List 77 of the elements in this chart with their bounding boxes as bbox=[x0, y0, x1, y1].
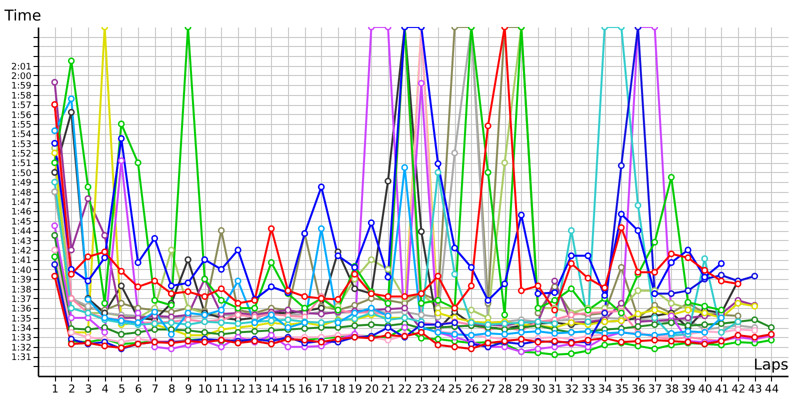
x-tick-label: 7 bbox=[152, 382, 159, 396]
x-tick-label: 23 bbox=[414, 382, 429, 396]
y-tick-label: 1:51 bbox=[11, 159, 32, 170]
y-tick-label: 1:36 bbox=[11, 304, 32, 315]
x-tick-label: 20 bbox=[364, 382, 379, 396]
x-tick-label: 21 bbox=[382, 382, 396, 396]
x-tick-label: 31 bbox=[548, 382, 562, 396]
x-tick-label: 32 bbox=[564, 382, 579, 396]
x-tick-label: 16 bbox=[298, 382, 312, 396]
y-tick-label: 1:34 bbox=[11, 324, 32, 334]
y-tick-label: 1:33 bbox=[11, 334, 32, 344]
x-tick-label: 42 bbox=[732, 382, 746, 396]
y-tick-label: 1:40 bbox=[11, 266, 32, 276]
y-tick-label: 1:45 bbox=[11, 217, 32, 228]
y-tick-label: 1:56 bbox=[11, 110, 32, 121]
x-tick-label: 4 bbox=[102, 382, 109, 396]
y-tick-label: 1:52 bbox=[11, 150, 32, 160]
x-tick-label: 2 bbox=[68, 382, 76, 396]
x-tick-label: 15 bbox=[282, 382, 296, 396]
x-tick-label: 43 bbox=[748, 382, 762, 396]
y-tick-label: 1:58 bbox=[11, 91, 32, 102]
y-tick-label: 1:53 bbox=[11, 140, 32, 150]
y-tick-label: 1:35 bbox=[11, 314, 32, 324]
x-tick-label: 28 bbox=[498, 382, 512, 396]
y-axis-title: Time bbox=[4, 6, 42, 24]
x-tick-label: 19 bbox=[348, 382, 362, 396]
x-tick-label: 18 bbox=[332, 382, 346, 396]
x-tick-label: 36 bbox=[632, 382, 646, 396]
y-tick-label: 1:47 bbox=[11, 198, 32, 208]
x-tick-label: 12 bbox=[232, 382, 246, 396]
y-tick-label: 1:41 bbox=[11, 256, 32, 266]
x-tick-label: 3 bbox=[85, 382, 92, 396]
x-tick-label: 40 bbox=[698, 382, 712, 396]
x-tick-label: 9 bbox=[185, 382, 192, 396]
x-tick-label: 33 bbox=[582, 382, 596, 396]
y-tick-label: 2:00 bbox=[11, 72, 32, 82]
x-tick-label: 11 bbox=[214, 382, 229, 396]
x-tick-label: 13 bbox=[248, 382, 262, 396]
x-tick-label: 35 bbox=[614, 382, 629, 396]
x-tick-label: 34 bbox=[598, 382, 612, 396]
y-tick-label: 1:46 bbox=[11, 208, 32, 218]
x-tick-label: 27 bbox=[482, 382, 496, 396]
x-tick-label: 26 bbox=[464, 382, 479, 396]
x-tick-label: 38 bbox=[664, 382, 679, 396]
x-tick-label: 37 bbox=[648, 382, 662, 396]
x-tick-label: 1 bbox=[52, 382, 59, 396]
x-tick-label: 44 bbox=[764, 382, 779, 396]
y-tick-label: 1:44 bbox=[11, 227, 32, 238]
y-tick-label: 1:57 bbox=[11, 101, 32, 112]
x-axis-title: Laps bbox=[754, 356, 789, 374]
y-tick-label: 1:48 bbox=[11, 188, 32, 198]
x-tick-label: 10 bbox=[198, 382, 212, 396]
y-tick-label: 1:54 bbox=[11, 130, 32, 140]
y-tick-label: 1:42 bbox=[11, 246, 32, 256]
y-tick-label: 2:01 bbox=[11, 62, 32, 72]
y-tick-label: 1:31 bbox=[11, 353, 32, 364]
x-tick-label: 29 bbox=[514, 382, 529, 396]
y-tick-label: 1:38 bbox=[11, 285, 32, 296]
x-tick-label: 5 bbox=[118, 382, 126, 396]
y-tick-label: 1:49 bbox=[11, 178, 32, 189]
x-tick-label: 30 bbox=[532, 382, 546, 396]
y-tick-label: 1:43 bbox=[11, 236, 32, 247]
x-tick-label: 17 bbox=[314, 382, 329, 396]
y-tick-label: 1:37 bbox=[11, 294, 32, 305]
y-tick-label: 1:32 bbox=[11, 343, 32, 354]
x-tick-label: 39 bbox=[682, 382, 696, 396]
y-tick-label: 1:55 bbox=[11, 120, 32, 130]
x-tick-label: 8 bbox=[168, 382, 176, 396]
x-tick-label: 24 bbox=[432, 382, 446, 396]
x-tick-label: 6 bbox=[135, 382, 142, 396]
x-tick-label: 14 bbox=[264, 382, 279, 396]
y-tick-label: 1:50 bbox=[11, 168, 32, 179]
y-tick-label: 1:59 bbox=[11, 82, 32, 92]
x-tick-label: 41 bbox=[714, 382, 729, 396]
y-tick-label: 1:39 bbox=[11, 276, 32, 286]
x-tick-label: 22 bbox=[398, 382, 412, 396]
x-tick-label: 25 bbox=[448, 382, 462, 396]
